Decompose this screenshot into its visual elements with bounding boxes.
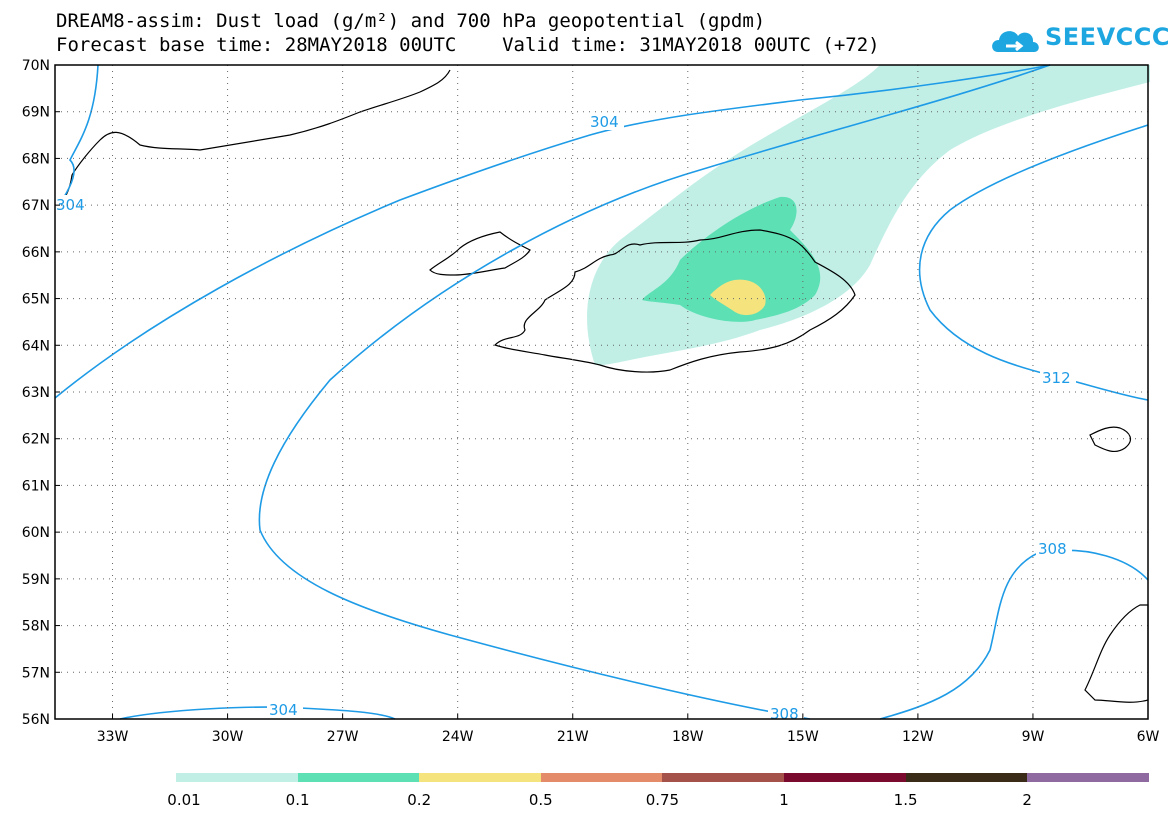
contour-304-north	[54, 64, 1051, 399]
scotland-coast	[1084, 604, 1149, 703]
lat-label: 56N	[22, 712, 50, 728]
colorbar-swatch	[540, 773, 663, 782]
longitude-axis: 33W 30W 27W 24W 21W 18W 15W 12W 9W 6W	[97, 714, 1160, 745]
lat-label: 59N	[22, 572, 50, 588]
lon-label: 24W	[442, 729, 474, 745]
iceland-coast	[493, 229, 856, 373]
faroe-islands	[1089, 426, 1132, 453]
contour-label: 304	[56, 196, 85, 214]
map-title: DREAM8-assim: Dust load (g/m²) and 700 h…	[56, 10, 766, 32]
lon-label: 27W	[327, 729, 359, 745]
contour-label: 308	[1038, 540, 1067, 558]
contour-308-main	[258, 64, 1051, 720]
contour-label: 304	[590, 113, 619, 131]
lon-label: 9W	[1022, 729, 1045, 745]
contour-304-greenland	[54, 64, 99, 211]
lat-label: 69N	[22, 105, 50, 121]
contour-label: 304	[269, 701, 298, 719]
colorbar-label: 0.5	[528, 791, 553, 809]
colorbar-label: 0.1	[285, 791, 310, 809]
lon-label: 21W	[557, 729, 589, 745]
iceland-westfjords	[429, 231, 531, 276]
greenland-coast	[54, 69, 451, 211]
dust-level-0.2	[710, 279, 766, 316]
contour-304-south	[119, 706, 396, 720]
lat-label: 67N	[22, 198, 50, 214]
lat-label: 62N	[22, 432, 50, 448]
lat-label: 61N	[22, 478, 50, 494]
lat-label: 70N	[22, 58, 50, 74]
dust-level-0.01	[587, 65, 1150, 366]
dust-shading	[587, 65, 1150, 366]
dust-level-0.1	[642, 196, 821, 322]
lon-label: 15W	[787, 729, 819, 745]
coastlines	[54, 69, 1149, 703]
lat-label: 66N	[22, 245, 50, 261]
colorbar-swatch	[297, 773, 420, 782]
contour-312	[918, 124, 1149, 401]
contour-label: 312	[1042, 369, 1071, 387]
lon-label: 33W	[97, 729, 129, 745]
cloud-arrow-icon	[992, 31, 1039, 52]
colorbar-swatch	[662, 773, 784, 782]
colorbar-swatch	[905, 773, 1028, 782]
logo-text: SEEVCCC	[1045, 23, 1170, 51]
colorbar-label: 1	[779, 791, 789, 809]
lat-label: 63N	[22, 385, 50, 401]
graticule	[55, 65, 1148, 719]
colorbar-swatch	[784, 773, 906, 782]
contour-label: 308	[770, 705, 799, 723]
lon-label: 18W	[672, 729, 704, 745]
lon-label: 6W	[1137, 729, 1160, 745]
latitude-axis: 70N 69N 68N 67N 66N 65N 64N 63N 62N 61N 60N 59N 58N 5…	[22, 58, 60, 728]
lat-label: 57N	[22, 665, 50, 681]
colorbar-label: 0.2	[407, 791, 432, 809]
colorbar-swatch	[419, 773, 541, 782]
lat-label: 65N	[22, 292, 50, 308]
lat-label: 60N	[22, 525, 50, 541]
colorbar-swatch	[1027, 773, 1149, 782]
lon-label: 12W	[902, 729, 934, 745]
geopotential-contours	[54, 64, 1149, 720]
colorbar-swatch	[176, 773, 298, 782]
colorbar-label: 1.5	[893, 791, 918, 809]
lat-label: 68N	[22, 151, 50, 167]
colorbar-label: 2	[1022, 791, 1032, 809]
lat-label: 64N	[22, 338, 50, 354]
map-subtitle: Forecast base time: 28MAY2018 00UTC Vali…	[56, 34, 880, 56]
lat-label: 58N	[22, 619, 50, 635]
lon-label: 30W	[212, 729, 244, 745]
colorbar-label: 0.75	[645, 791, 680, 809]
contour-308-southeast	[879, 549, 1149, 720]
colorbar-label: 0.01	[167, 791, 201, 809]
